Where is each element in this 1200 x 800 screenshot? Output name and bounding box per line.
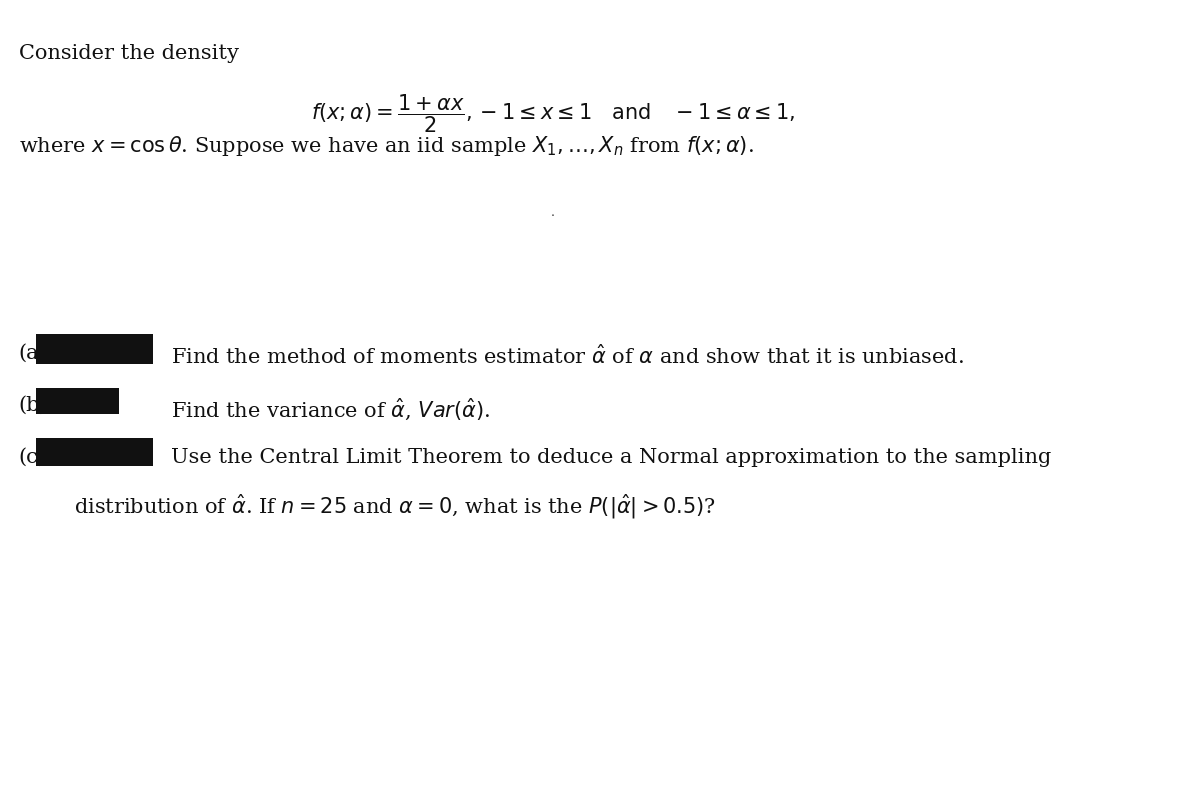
Text: $\cdot$: $\cdot$	[551, 208, 556, 221]
Text: $f(x;\alpha) = \dfrac{1+\alpha x}{2}, -1 \leq x \leq 1 \quad \text{and} \quad -1: $f(x;\alpha) = \dfrac{1+\alpha x}{2}, -1…	[311, 92, 794, 134]
Text: Consider the density: Consider the density	[19, 44, 239, 63]
Text: (c): (c)	[19, 448, 47, 467]
FancyBboxPatch shape	[36, 438, 152, 466]
Text: Find the method of moments estimator $\hat{\alpha}$ of $\alpha$ and show that it: Find the method of moments estimator $\h…	[172, 344, 965, 368]
FancyBboxPatch shape	[36, 388, 120, 414]
Text: where $x = \cos\theta$. Suppose we have an iid sample $X_1, \ldots, X_n$ from $f: where $x = \cos\theta$. Suppose we have …	[19, 134, 754, 158]
Text: (a): (a)	[19, 344, 48, 363]
FancyBboxPatch shape	[36, 334, 152, 364]
Text: distribution of $\hat{\alpha}$. If $n = 25$ and $\alpha = 0$, what is the $P(|\h: distribution of $\hat{\alpha}$. If $n = …	[74, 492, 716, 521]
Text: (b): (b)	[19, 396, 48, 415]
Text: Use the Central Limit Theorem to deduce a Normal approximation to the sampling: Use the Central Limit Theorem to deduce …	[172, 448, 1051, 467]
Text: Find the variance of $\hat{\alpha}$, $Var(\hat{\alpha})$.: Find the variance of $\hat{\alpha}$, $Va…	[172, 396, 491, 422]
